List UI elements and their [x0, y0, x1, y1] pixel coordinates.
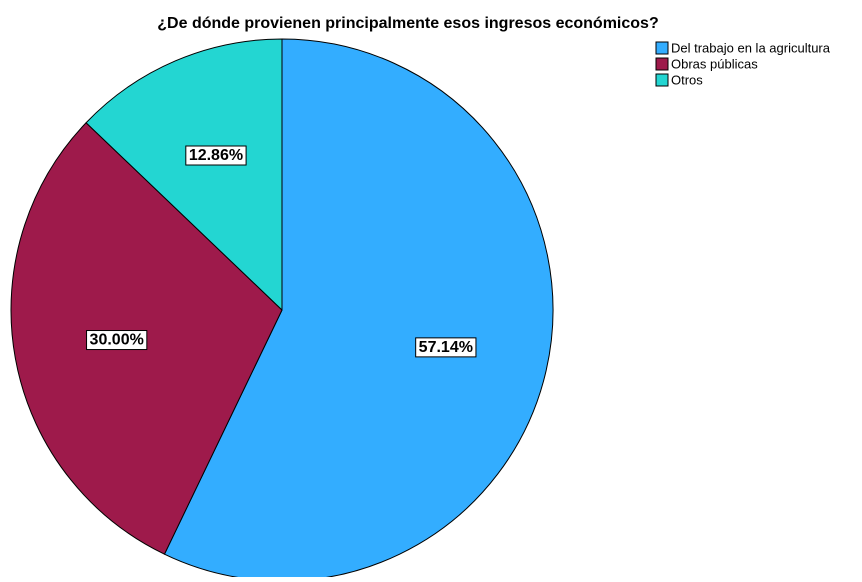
legend-item-otros: Otros: [655, 73, 703, 88]
pie-slice-otros: [85, 38, 283, 311]
pie-slices: [10, 38, 554, 582]
slice-value-label: 30.00%: [90, 332, 144, 349]
slice-label-otros: 12.86%: [185, 145, 247, 166]
legend-label: Del trabajo en la agricultura: [671, 41, 831, 56]
legend-swatch: [655, 57, 669, 71]
slice-value-label: 57.14%: [419, 339, 473, 356]
legend-swatch: [655, 41, 669, 55]
legend-item-obras-publicas: Obras públicas: [655, 57, 758, 72]
slice-label-obras-publicas: 30.00%: [86, 330, 148, 351]
slice-label-box: [86, 330, 148, 351]
slice-label-box: [185, 145, 247, 166]
legend-item-del-trabajo-en-la-agricultura: Del trabajo en la agricultura: [655, 41, 831, 56]
chart-title: ¿De dónde provienen principalmente esos …: [157, 15, 658, 32]
slice-labels: 57.14% 30.00% 12.86%: [86, 145, 477, 358]
slice-value-label: 12.86%: [189, 147, 243, 164]
legend-swatch: [655, 73, 669, 87]
legend-label: Obras públicas: [671, 57, 758, 72]
legend-label: Otros: [671, 73, 703, 88]
slice-label-del-trabajo-en-la-agricultura: 57.14%: [415, 337, 477, 358]
slice-label-box: [415, 337, 477, 358]
